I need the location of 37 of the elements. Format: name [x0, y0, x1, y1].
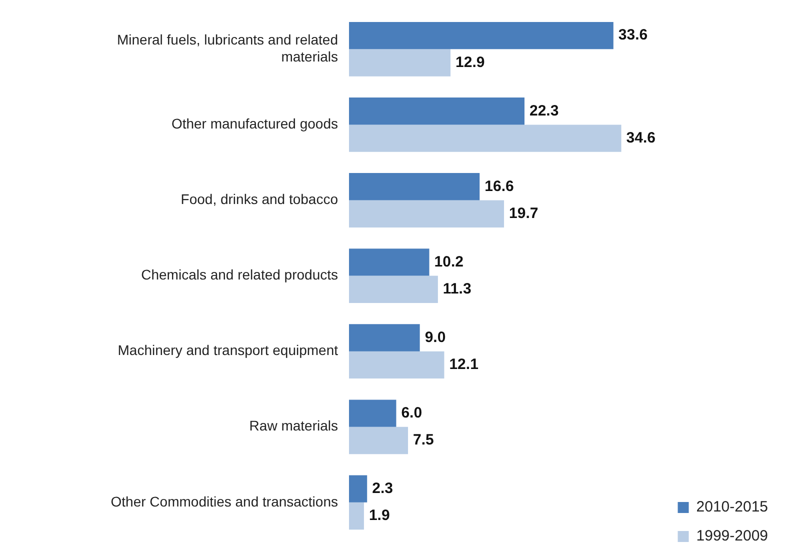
legend-label: 1999-2009 [696, 528, 768, 545]
bar [349, 200, 504, 228]
y-tick-label: Chemicals and related products [141, 266, 338, 283]
bar [349, 173, 480, 200]
bar [349, 351, 444, 379]
bar [349, 502, 364, 530]
y-tick-label: Other manufactured goods [171, 116, 338, 132]
data-label: 2.3 [372, 480, 393, 497]
bar [349, 248, 430, 276]
bar [349, 426, 408, 454]
legend-label: 2010-2015 [696, 498, 768, 516]
data-label: 7.5 [413, 432, 434, 449]
bar [349, 276, 438, 303]
bar [349, 49, 451, 76]
y-tick-label: Other Commodities and transactions [110, 493, 338, 510]
data-label: 6.0 [401, 404, 422, 422]
data-label: 9.0 [424, 328, 446, 346]
data-label: 34.6 [626, 129, 656, 146]
y-tick-label: Mineral fuels, lubricants and related materials [116, 32, 338, 64]
data-label: 16.6 [484, 178, 514, 195]
bar [349, 324, 420, 352]
data-label: 19.7 [509, 204, 538, 222]
data-label: 11.3 [442, 280, 472, 298]
data-label: 1.9 [368, 507, 390, 524]
y-tick-label: Machinery and transport equipment [118, 342, 338, 358]
data-label: 22.3 [529, 102, 559, 120]
data-label: 10.2 [434, 253, 464, 270]
y-tick-label: Food, drinks and tobacco [180, 191, 338, 208]
bar [349, 475, 368, 502]
data-label: 12.9 [456, 54, 485, 71]
data-label: 33.6 [618, 26, 648, 44]
bar [349, 124, 622, 152]
bar [349, 22, 614, 50]
bar [349, 98, 524, 125]
y-tick-label: Raw materials [249, 418, 338, 434]
bar [349, 400, 396, 427]
data-label: 12.1 [449, 356, 478, 374]
